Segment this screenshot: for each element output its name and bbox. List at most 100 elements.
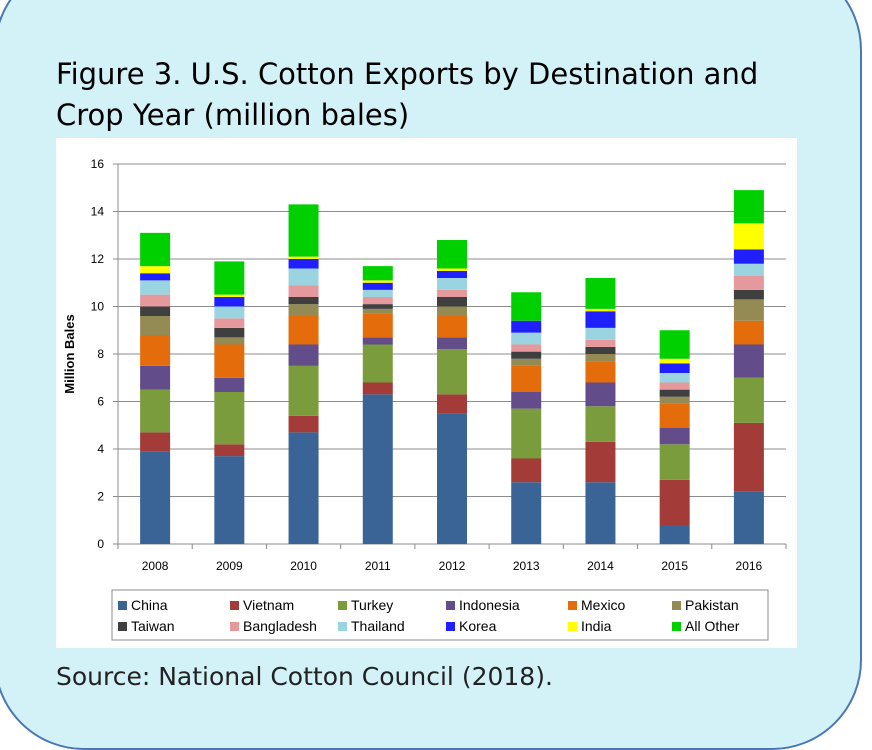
bar-2016-turkey xyxy=(733,377,764,423)
bar-2015-pakistan xyxy=(659,396,690,404)
bar-2008-turkey xyxy=(140,389,171,433)
bar-2009-india xyxy=(214,294,245,297)
bar-2010-indonesia xyxy=(288,344,319,366)
bar-2009-thailand xyxy=(214,306,245,319)
source-note: Source: National Cotton Council (2018). xyxy=(56,662,553,691)
bar-2014-bangladesh xyxy=(585,339,616,347)
bar-2014-vietnam xyxy=(585,441,616,483)
bar-2009-vietnam xyxy=(214,444,245,457)
bar-2011-korea xyxy=(362,282,393,290)
bar-2013-mexico xyxy=(511,365,542,392)
bar-2012-taiwan xyxy=(437,297,467,307)
bar-2009-bangladesh xyxy=(214,318,245,328)
legend-swatch-vietnam xyxy=(230,601,239,610)
bar-2010-korea xyxy=(288,259,319,269)
bar-2015-korea xyxy=(659,363,690,373)
bar-2011-india xyxy=(362,280,393,283)
bar-2011-mexico xyxy=(362,313,393,338)
bar-2016-thailand xyxy=(733,263,764,276)
y-tick-label-12: 12 xyxy=(91,252,105,266)
bar-2012-turkey xyxy=(437,349,467,395)
bar-2016-korea xyxy=(733,249,764,264)
bar-2011-indonesia xyxy=(362,337,393,345)
bar-2010-mexico xyxy=(288,316,319,345)
bar-2009-taiwan xyxy=(214,327,245,338)
bar-2014-china xyxy=(585,482,616,544)
bar-2013-korea xyxy=(511,320,542,333)
bar-2013-all-other xyxy=(511,292,542,321)
x-tick-label-2014: 2014 xyxy=(587,559,614,573)
bar-2010-pakistan xyxy=(288,304,319,316)
bar-2010-vietnam xyxy=(288,415,319,433)
bar-2014-turkey xyxy=(585,406,616,442)
bar-2013-turkey xyxy=(511,408,542,459)
bar-2014-taiwan xyxy=(585,346,616,354)
bar-2009-all-other xyxy=(214,261,245,295)
legend-box xyxy=(111,589,769,641)
y-tick-label-0: 0 xyxy=(97,537,104,551)
legend-label-turkey: Turkey xyxy=(351,597,393,613)
x-tick-label-2015: 2015 xyxy=(661,559,688,573)
x-tick-label-2008: 2008 xyxy=(142,559,169,573)
bar-2014-indonesia xyxy=(585,382,616,407)
bar-2014-korea xyxy=(585,311,616,328)
bar-2008-indonesia xyxy=(140,365,171,390)
bar-2016-china xyxy=(733,491,764,544)
x-tick-label-2013: 2013 xyxy=(513,559,540,573)
legend-swatch-thailand xyxy=(338,622,347,631)
legend-label-china: China xyxy=(131,597,168,613)
legend-swatch-turkey xyxy=(338,601,347,610)
axis-labels: 0 2 4 6 8 10 12 14 16 Million Bales 2008 2009 2010 20… xyxy=(62,157,763,573)
y-tick-label-14: 14 xyxy=(91,205,105,219)
x-tick-label-2009: 2009 xyxy=(216,559,243,573)
bar-2008-taiwan xyxy=(140,306,171,316)
bar-2010-china xyxy=(288,432,319,544)
bar-2016-india xyxy=(733,223,764,250)
bar-2009-turkey xyxy=(214,392,245,445)
bar-2013-bangladesh xyxy=(511,344,542,352)
y-tick-label-8: 8 xyxy=(97,347,104,361)
bar-2012-pakistan xyxy=(437,306,467,316)
bar-2015-india xyxy=(659,358,690,364)
bar-2014-mexico xyxy=(585,361,616,383)
legend-swatch-taiwan xyxy=(118,622,127,631)
legend-label-thailand: Thailand xyxy=(351,618,405,634)
bar-2014-india xyxy=(585,308,616,312)
legend-label-taiwan: Taiwan xyxy=(131,618,175,634)
legend-swatch-mexico xyxy=(568,601,577,610)
bar-2012-china xyxy=(437,413,467,544)
y-tick-label-2: 2 xyxy=(97,490,104,504)
legend-swatch-india xyxy=(568,622,577,631)
figure-title: Figure 3. U.S. Cotton Exports by Destina… xyxy=(56,54,836,136)
bars xyxy=(140,190,764,544)
legend-label-bangladesh: Bangladesh xyxy=(243,618,317,634)
bar-2008-vietnam xyxy=(140,432,171,452)
bar-2010-india xyxy=(288,256,319,259)
bar-2012-korea xyxy=(437,270,467,278)
bar-2011-taiwan xyxy=(362,304,393,309)
bar-2013-vietnam xyxy=(511,458,542,483)
bar-2010-bangladesh xyxy=(288,285,319,297)
bar-2012-mexico xyxy=(437,316,467,338)
legend-label-indonesia: Indonesia xyxy=(459,597,520,613)
legend-label-all-other: All Other xyxy=(685,618,740,634)
y-tick-label-16: 16 xyxy=(91,157,105,171)
y-tick-label-10: 10 xyxy=(91,300,105,314)
chart-area: 0 2 4 6 8 10 12 14 16 Million Bales 2008 2009 2010 20… xyxy=(56,138,797,648)
bar-2011-all-other xyxy=(362,266,393,281)
bar-2010-turkey xyxy=(288,365,319,416)
bar-2016-all-other xyxy=(733,190,764,224)
bar-2012-all-other xyxy=(437,240,467,269)
bar-2016-vietnam xyxy=(733,422,764,492)
y-tick-label-6: 6 xyxy=(97,395,104,409)
bar-2012-indonesia xyxy=(437,337,467,350)
bar-2011-turkey xyxy=(362,344,393,383)
figure-title-line-2: Crop Year (million bales) xyxy=(56,98,410,132)
bar-2011-china xyxy=(362,394,393,544)
bar-2016-taiwan xyxy=(733,289,764,300)
bar-2016-pakistan xyxy=(733,299,764,321)
legend-label-mexico: Mexico xyxy=(581,597,626,613)
x-tick-label-2012: 2012 xyxy=(439,559,466,573)
bar-2014-thailand xyxy=(585,327,616,340)
bar-2009-korea xyxy=(214,297,245,307)
